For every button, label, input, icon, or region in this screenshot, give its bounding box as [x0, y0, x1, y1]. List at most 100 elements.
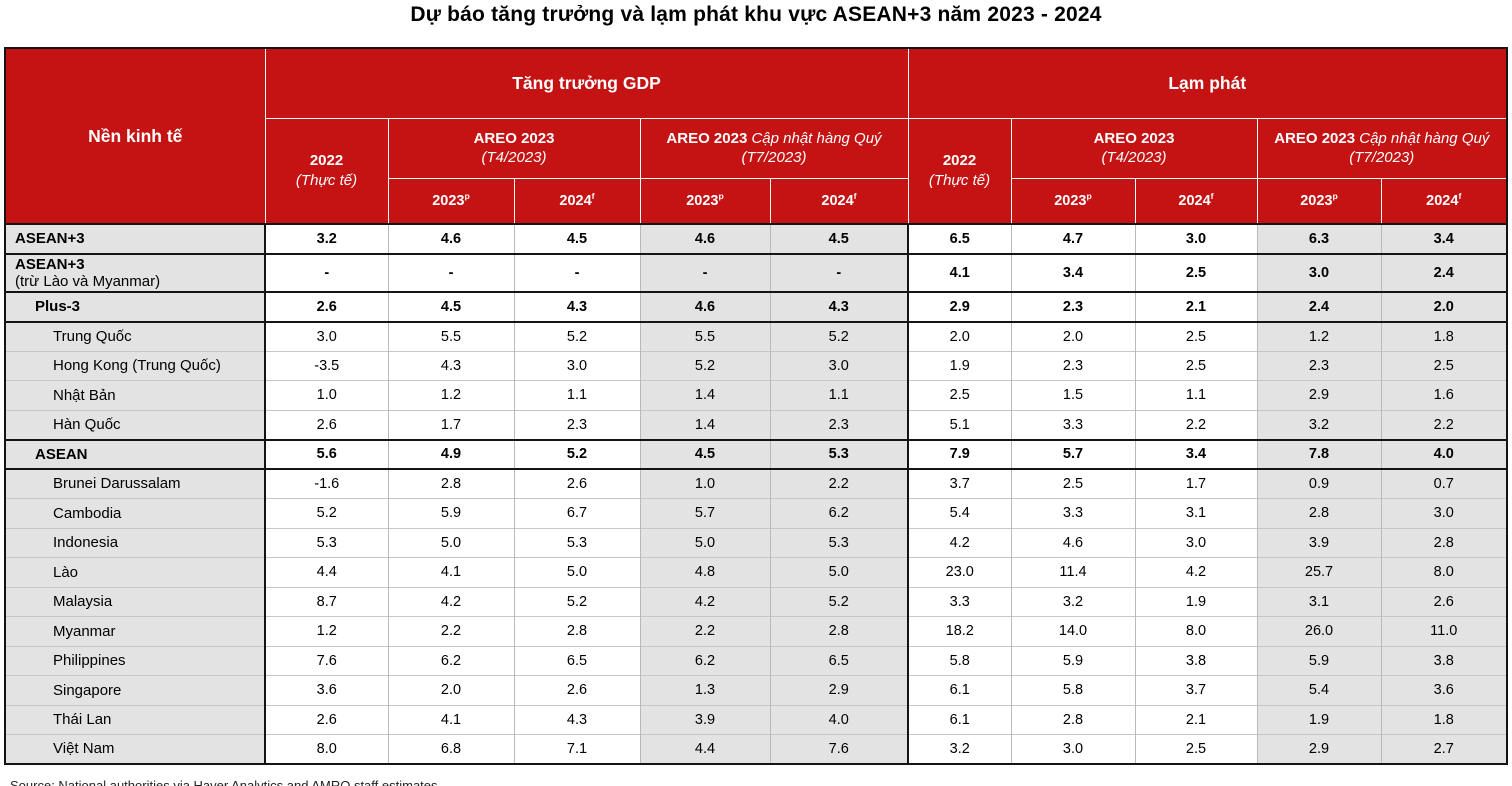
- value-cell: 2.2: [769, 468, 909, 499]
- table-row: Hàn Quốc 2.6 1.7 2.3 1.4 2.3 5.1 3.3 2.2 3.2 2.2: [4, 409, 1508, 440]
- value-cell: 5.5: [639, 320, 770, 351]
- table-body: ASEAN+3 3.2 4.6 4.5 4.6 4.5 6.5 4.7 3.0 6.3 3.4 ASE…: [4, 223, 1508, 764]
- value-cell: -: [639, 252, 770, 292]
- value-cell: 5.8: [1010, 675, 1135, 705]
- value-cell: 4.5: [639, 438, 770, 469]
- value-cell: 3.0: [513, 350, 640, 381]
- value-cell: 5.8: [907, 645, 1011, 676]
- value-cell: 6.5: [769, 645, 909, 676]
- header-inflation-2022: 2022 (Thực tế): [907, 117, 1012, 225]
- table-row: Myanmar 1.2 2.2 2.8 2.2 2.8 18.2 14.0 8.0 26.0 11.…: [4, 616, 1508, 646]
- value-cell: 6.2: [639, 645, 770, 676]
- value-cell: 4.3: [387, 350, 514, 381]
- value-cell: -3.5: [264, 350, 388, 381]
- table-row: Brunei Darussalam -1.6 2.8 2.6 1.0 2.2 3.7 2.5 1…: [4, 468, 1508, 499]
- header-2022-note: (Thực tế): [928, 171, 991, 189]
- value-cell: 8.0: [1134, 616, 1257, 646]
- row-label: Thái Lan: [4, 704, 266, 735]
- value-cell: 4.1: [387, 704, 514, 735]
- value-cell: 5.3: [769, 438, 909, 469]
- value-cell: 1.1: [513, 380, 640, 410]
- table-row: ASEAN 5.6 4.9 5.2 4.5 5.3 7.9 5.7 3.4 7.8 4.0: [4, 438, 1508, 469]
- areo-update-note: (T7/2023): [741, 149, 807, 166]
- value-cell: 3.2: [264, 223, 388, 254]
- value-cell: 2.8: [513, 616, 640, 646]
- areo-note: (T4/2023): [481, 149, 547, 166]
- value-cell: 1.6: [1380, 380, 1508, 410]
- table-row: Plus-3 2.6 4.5 4.3 4.6 4.3 2.9 2.3 2.1 2.4 2.0: [4, 291, 1508, 322]
- row-label: Nhật Bản: [4, 380, 266, 410]
- areo-update-note: (T7/2023): [1349, 149, 1415, 166]
- value-cell: 5.0: [513, 557, 640, 587]
- value-cell: 4.6: [387, 223, 514, 254]
- value-cell: 2.0: [1380, 291, 1508, 322]
- value-cell: 4.3: [513, 291, 640, 322]
- value-cell: 4.2: [387, 586, 514, 617]
- value-cell: -: [769, 252, 909, 292]
- value-cell: 6.8: [387, 734, 514, 764]
- value-cell: 6.5: [907, 223, 1011, 254]
- value-cell: 7.6: [769, 734, 909, 764]
- value-cell: 8.7: [264, 586, 388, 617]
- value-cell: 1.2: [387, 380, 514, 410]
- value-cell: 6.3: [1256, 223, 1381, 254]
- value-cell: 5.2: [769, 320, 909, 351]
- value-cell: 1.7: [1134, 468, 1257, 499]
- value-cell: 5.9: [387, 498, 514, 528]
- header-gdp-areo-2023p: 2023p: [387, 177, 515, 225]
- value-cell: 3.7: [907, 468, 1011, 499]
- value-cell: 6.2: [769, 498, 909, 528]
- value-cell: 3.3: [1010, 409, 1135, 440]
- value-cell: 7.1: [513, 734, 640, 764]
- value-cell: -: [513, 252, 640, 292]
- value-cell: 2.9: [769, 675, 909, 705]
- table-row: Nhật Bản 1.0 1.2 1.1 1.4 1.1 2.5 1.5 1.1 2.9 1.6: [4, 380, 1508, 410]
- value-cell: 3.0: [1010, 734, 1135, 764]
- table-row: ASEAN+3 3.2 4.6 4.5 4.6 4.5 6.5 4.7 3.0 6.3 3.4: [4, 223, 1508, 254]
- value-cell: 2.2: [1134, 409, 1257, 440]
- value-cell: 1.0: [264, 380, 388, 410]
- value-cell: 4.6: [639, 291, 770, 322]
- header-inflation-areo2023: AREO 2023 (T4/2023): [1010, 117, 1258, 179]
- value-cell: 3.2: [1010, 586, 1135, 617]
- value-cell: 1.9: [1134, 586, 1257, 617]
- value-cell: 2.0: [387, 675, 514, 705]
- value-cell: 2.5: [1134, 252, 1257, 292]
- value-cell: 2.9: [1256, 734, 1381, 764]
- row-label: ASEAN+3: [4, 223, 266, 254]
- value-cell: 5.3: [264, 527, 388, 558]
- value-cell: 4.3: [513, 704, 640, 735]
- areo-update-title: AREO 2023: [666, 129, 748, 147]
- value-cell: 2.5: [1010, 468, 1135, 499]
- value-cell: 4.1: [907, 252, 1011, 292]
- value-cell: 3.2: [1256, 409, 1381, 440]
- value-cell: 2.8: [387, 468, 514, 499]
- value-cell: -: [387, 252, 514, 292]
- value-cell: 3.0: [769, 350, 909, 381]
- value-cell: 1.7: [387, 409, 514, 440]
- header-inflation-areo2023-update: AREO 2023 Cập nhật hàng Quý (T7/2023): [1256, 117, 1508, 179]
- value-cell: 4.5: [387, 291, 514, 322]
- value-cell: 5.7: [1010, 438, 1135, 469]
- header-gdp-2022: 2022 (Thực tế): [264, 117, 389, 225]
- value-cell: 3.3: [907, 586, 1011, 617]
- value-cell: 6.5: [513, 645, 640, 676]
- value-cell: 3.6: [1380, 675, 1508, 705]
- table-row: Thái Lan 2.6 4.1 4.3 3.9 4.0 6.1 2.8 2.1 1.9 1.8: [4, 704, 1508, 735]
- table-row: Singapore 3.6 2.0 2.6 1.3 2.9 6.1 5.8 3.7 5.4 3.6: [4, 675, 1508, 705]
- value-cell: 2.2: [387, 616, 514, 646]
- value-cell: 5.1: [907, 409, 1011, 440]
- value-cell: 1.0: [639, 468, 770, 499]
- value-cell: 2.4: [1380, 252, 1508, 292]
- value-cell: 2.3: [1256, 350, 1381, 381]
- value-cell: 8.0: [1380, 557, 1508, 587]
- value-cell: 5.0: [639, 527, 770, 558]
- value-cell: 2.9: [907, 291, 1011, 322]
- value-cell: 1.9: [1256, 704, 1381, 735]
- table-row: Cambodia 5.2 5.9 6.7 5.7 6.2 5.4 3.3 3.1 2.8 3.0: [4, 498, 1508, 528]
- value-cell: 3.8: [1380, 645, 1508, 676]
- value-cell: 2.1: [1134, 291, 1257, 322]
- value-cell: 5.5: [387, 320, 514, 351]
- value-cell: 4.4: [639, 734, 770, 764]
